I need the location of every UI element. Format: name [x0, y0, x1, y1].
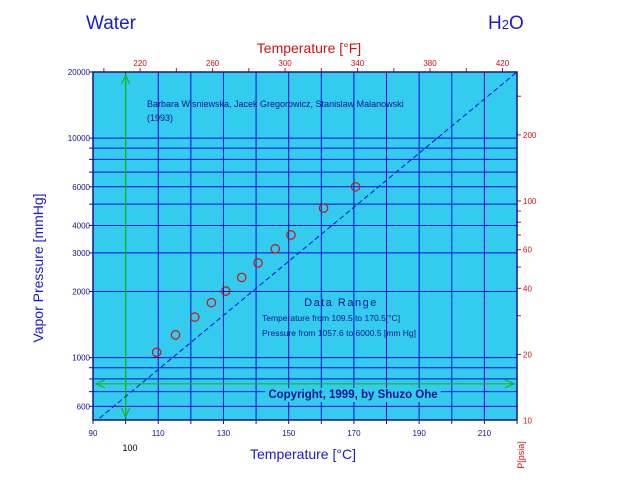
data-range-temperature: Temperature from 109.5 to 170.5[°C]: [262, 313, 400, 323]
substance-name: Water: [86, 13, 137, 34]
data-point: [286, 230, 296, 240]
y2-tick-label: 100: [523, 197, 537, 206]
data-point: [270, 244, 281, 254]
data-point: [189, 312, 200, 322]
x-tick-label: 110: [152, 429, 165, 438]
data-points: [151, 181, 361, 358]
fit-line: [99, 71, 518, 419]
x-tick-label: 90: [89, 429, 98, 438]
x2-tick-labels: 220 260 300 340 380 420: [133, 59, 509, 68]
y2-tick-labels: 10 20 40 60 100 200: [523, 131, 537, 426]
data-range-title: Data Range: [304, 297, 378, 309]
x-tick-label: 210: [478, 429, 492, 438]
x2-tick-label: 220: [133, 59, 147, 68]
year-annotation: (1993): [147, 113, 173, 123]
authors-annotation: Barbara Wisniewska, Jacek Gregorowicz, S…: [147, 99, 404, 109]
grid-lines: [89, 68, 521, 424]
y2-axis-title: P[psia]: [516, 441, 526, 469]
y-tick-label: 600: [77, 402, 91, 411]
arrowhead-up-icon: [121, 73, 131, 85]
plot-border: [92, 71, 518, 421]
y2-tick-label: 10: [523, 417, 532, 426]
y-tick-label: 3000: [72, 249, 90, 258]
y2-tick-label: 20: [523, 350, 532, 359]
x2-tick-label: 420: [496, 59, 510, 68]
arrowhead-left-icon: [94, 379, 106, 389]
data-point: [170, 330, 181, 340]
x-tick-label: 130: [217, 429, 231, 438]
data-point: [220, 286, 231, 296]
x2-axis-title: Temperature [°F]: [257, 40, 361, 56]
y-tick-labels: 600 1000 2000 3000 4000 6000 10000 20000: [68, 68, 91, 411]
x-axis-title: Temperature [°C]: [250, 446, 356, 462]
y2-tick-label: 40: [523, 284, 532, 293]
formula-subscript: 2: [502, 17, 509, 32]
y-tick-label: 20000: [68, 68, 91, 77]
y2-tick-label: 60: [523, 246, 532, 255]
arrowhead-right-icon: [504, 379, 516, 389]
arrowhead-down-icon: [121, 407, 131, 419]
copyright-notice: Copyright, 1999, by Shuzo Ohe: [268, 389, 437, 401]
x2-tick-label: 340: [351, 59, 365, 68]
y-tick-label: 10000: [68, 134, 91, 143]
x2-tick-label: 260: [206, 59, 220, 68]
x-tick-label: 150: [282, 429, 296, 438]
x-tick-labels: 90 110 130 150 170 190 210: [89, 429, 492, 438]
data-point: [318, 203, 329, 213]
y-tick-label: 6000: [72, 183, 90, 192]
data-point: [253, 258, 263, 268]
data-point: [350, 181, 361, 192]
y2-tick-label: 200: [523, 131, 537, 140]
y-tick-label: 4000: [72, 221, 90, 230]
data-range-pressure: Pressure from 1057.6 to 6000.5 [mm Hg]: [262, 328, 416, 338]
copyright-background: [265, 388, 441, 402]
formula-o: O: [509, 13, 524, 34]
data-point: [151, 347, 162, 358]
x2-tick-label: 300: [278, 59, 292, 68]
data-point: [206, 297, 217, 308]
y-tick-label: 1000: [72, 354, 90, 363]
formula-h: H: [488, 13, 502, 34]
x2-tick-label: 380: [423, 59, 437, 68]
y-axis-title: Vapor Pressure [mmHg]: [30, 193, 46, 342]
data-point: [236, 272, 247, 283]
x-tick-label: 170: [347, 429, 361, 438]
boiling-point-label: 100: [122, 443, 137, 453]
reference-arrows: [94, 73, 516, 419]
y-tick-label: 2000: [72, 288, 90, 297]
chemical-formula: H2O: [488, 13, 524, 34]
x-tick-label: 190: [412, 429, 426, 438]
fit-line-path: [99, 71, 518, 419]
